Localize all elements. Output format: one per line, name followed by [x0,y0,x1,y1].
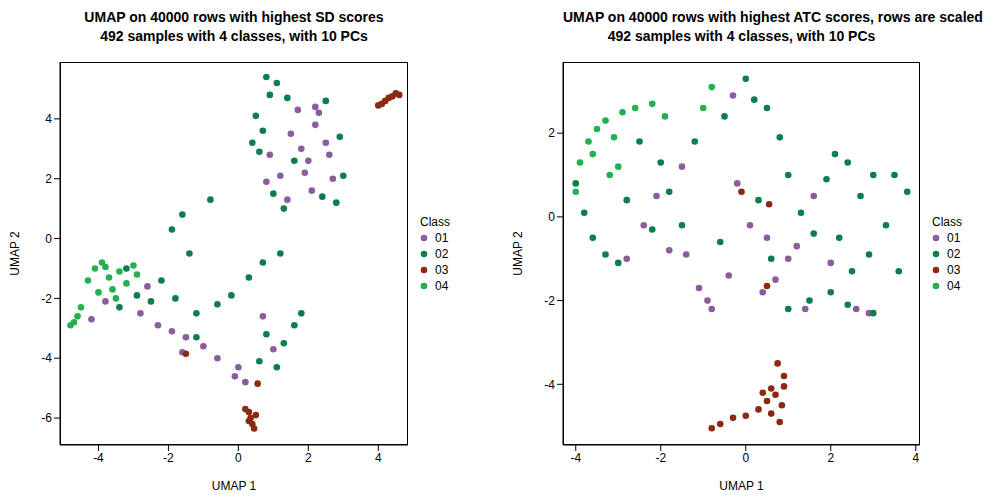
svg-text:-4: -4 [93,451,104,465]
svg-text:-4: -4 [41,351,52,365]
html-text:Class: Class [420,214,450,229]
svg-text:2: 2 [548,126,555,140]
svg-text:UMAP 1: UMAP 1 [719,479,764,493]
svg-text:-2: -2 [544,294,555,308]
svg-text:UMAP 2: UMAP 2 [8,231,22,276]
svg-text:2: 2 [305,451,312,465]
html-text:UMAP on 40000 rows with highes: UMAP on 40000 rows with highest SD score… [84,9,384,25]
html-text:04: 04 [947,278,961,293]
svg-text:-4: -4 [544,378,555,392]
html-text:03: 03 [435,262,449,277]
svg-text:2: 2 [827,451,834,465]
html-text:01: 01 [435,230,449,245]
html-text:492 samples with 4 classes, wi: 492 samples with 4 classes, with 10 PCs [100,28,368,44]
svg-text:UMAP 1: UMAP 1 [212,479,257,493]
svg-text:UMAP 2: UMAP 2 [511,231,525,276]
svg-text:-2: -2 [163,451,174,465]
svg-text:4: 4 [45,112,52,126]
svg-text:0: 0 [45,232,52,246]
svg-text:-2: -2 [655,451,666,465]
html-text:02: 02 [947,246,961,261]
svg-text:-6: -6 [41,411,52,425]
svg-text:2: 2 [45,172,52,186]
html-text:492 samples with 4 classes, wi: 492 samples with 4 classes, with 10 PCs [607,28,876,44]
svg-text:-4: -4 [570,451,581,465]
html-text:02: 02 [435,246,449,261]
svg-text:4: 4 [912,451,919,465]
svg-text:0: 0 [548,210,555,224]
html-text:UMAP on 40000 rows with highes: UMAP on 40000 rows with highest ATC scor… [563,9,983,25]
html-text:01: 01 [947,230,961,245]
html-text:Class: Class [932,214,962,229]
svg-text:0: 0 [742,451,749,465]
svg-text:0: 0 [235,451,242,465]
html-text:04: 04 [435,278,449,293]
svg-text:-2: -2 [41,292,52,306]
svg-text:4: 4 [375,451,382,465]
html-text:03: 03 [947,262,961,277]
